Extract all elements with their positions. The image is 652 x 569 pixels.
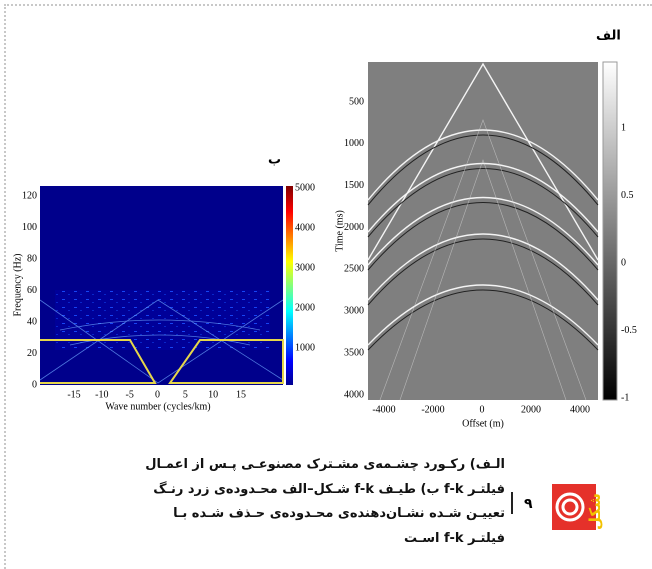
colorbar-tick-label: -1 [621,392,629,403]
x-tick-label: -10 [95,389,108,400]
x-tick-label: -5 [125,389,133,400]
divider [511,492,513,514]
y-tick-label: 1000 [344,138,364,149]
x-tick-label: 4000 [570,404,590,415]
panel-label: الف [596,29,621,44]
x-axis-label: Offset (m) [462,418,504,429]
y-tick-label: 0 [32,379,37,390]
x-tick-label: -2000 [421,404,444,415]
colorbar-tick-label: 1000 [295,342,315,353]
colorbar-tick-label: 4000 [295,222,315,233]
x-tick-label: 15 [236,389,246,400]
colorbar-tick-label: 0.5 [621,190,634,201]
x-tick-label: 5 [183,389,188,400]
figure-number: ۹ [524,496,533,512]
y-tick-label: 3500 [344,347,364,358]
colorbar-tick-label: 3000 [295,262,315,273]
y-tick-label: 4000 [344,389,364,400]
y-tick-label: 3000 [344,306,364,317]
y-axis-label: Frequency (Hz) [12,253,23,316]
colorbar [286,186,293,385]
x-tick-label: 10 [208,389,218,400]
colorbar-tick-label: 0 [621,257,626,268]
figure-word: شکل [586,493,604,530]
y-axis-label: Time (ms) [334,210,345,252]
caption-line: الـف) رکـورد چشـمه‌ی مشـترک مصنوعـی پـس … [205,453,505,478]
colorbar-tick-label: 1 [621,122,626,133]
y-tick-label: 500 [349,96,364,107]
x-tick-label: -15 [67,389,80,400]
colorbar-tick-label: -0.5 [621,325,637,336]
y-tick-label: 60 [27,285,37,296]
y-tick-label: 2500 [344,264,364,275]
y-tick-label: 2000 [344,222,364,233]
caption-line: فیلتـر f-k ب) طیـف f-k شـکل–الف محـدوده‌… [205,478,505,503]
caption-line: فیلتـر f-k اسـت [205,527,505,552]
colorbar-tick-label: 2000 [295,302,315,313]
panel-label: ب [268,153,281,168]
page: {"panel_a": {"label": "الف", "y_label": … [0,0,652,569]
caption: الـف) رکـورد چشـمه‌ی مشـترک مصنوعـی پـس … [205,453,505,551]
y-tick-label: 80 [27,253,37,264]
colorbar [603,62,617,400]
y-tick-label: 120 [22,190,37,201]
x-axis-label: Wave number (cycles/km) [105,401,210,412]
x-tick-label: 2000 [521,404,541,415]
y-tick-label: 20 [27,348,37,359]
y-tick-label: 40 [27,316,37,327]
x-tick-label: -4000 [372,404,395,415]
y-tick-label: 1500 [344,180,364,191]
y-tick-label: 100 [22,222,37,233]
colorbar-tick-label: 5000 [295,182,315,193]
x-tick-label: 0 [155,389,160,400]
x-tick-label: 0 [480,404,485,415]
caption-line: تعییـن شـده نشـان‌دهنده‌ی محـدوده‌ی حـذف… [205,502,505,527]
